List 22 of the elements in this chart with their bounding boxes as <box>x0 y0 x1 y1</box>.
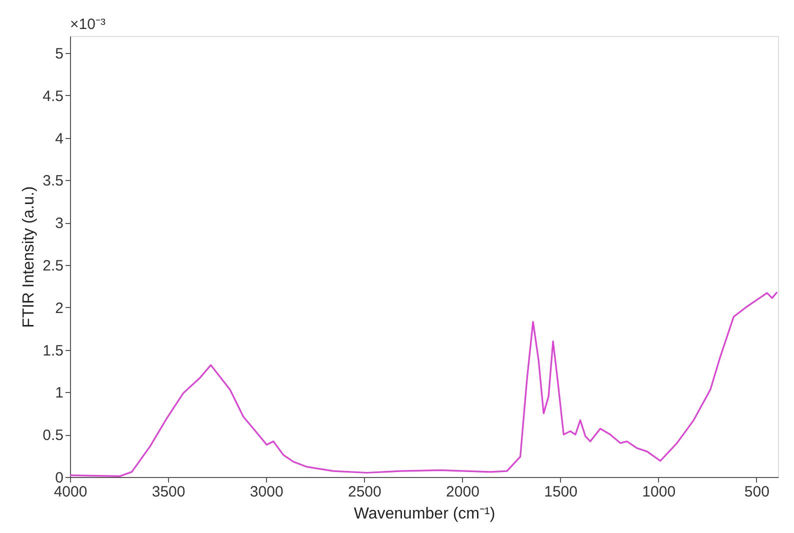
y-tick-label: 3 <box>55 215 64 232</box>
y-tick-label: 0.5 <box>42 427 64 444</box>
x-tick-label: 1000 <box>642 484 676 500</box>
x-tick-label: 2500 <box>348 484 382 500</box>
x-tick-label: 2000 <box>446 484 480 500</box>
x-tick-label: 4000 <box>54 484 88 500</box>
y-tick-label: 0 <box>55 470 64 486</box>
y-tick-label: 3.5 <box>42 172 64 190</box>
y-axis-title: FTIR Intensity (a.u.) <box>20 186 38 328</box>
y-tick-label: 2 <box>55 300 64 317</box>
y-tick-label: 5 <box>55 45 64 62</box>
y-tick-label: 4 <box>55 130 64 148</box>
x-tick-label: 3000 <box>250 484 284 500</box>
x-tick-label: 500 <box>744 484 770 500</box>
x-tick-label: 3500 <box>152 484 186 500</box>
y-tick-label: 1 <box>55 384 64 402</box>
y-tick-label: 1.5 <box>42 342 64 360</box>
x-tick-label: 1500 <box>544 484 578 500</box>
y-tick-label: 2.5 <box>42 257 64 274</box>
y-tick-label: 4.5 <box>42 88 64 105</box>
x-axis-title: Wavenumber (cm⁻¹) <box>354 506 496 522</box>
text: ×10⁻³ <box>70 16 106 33</box>
